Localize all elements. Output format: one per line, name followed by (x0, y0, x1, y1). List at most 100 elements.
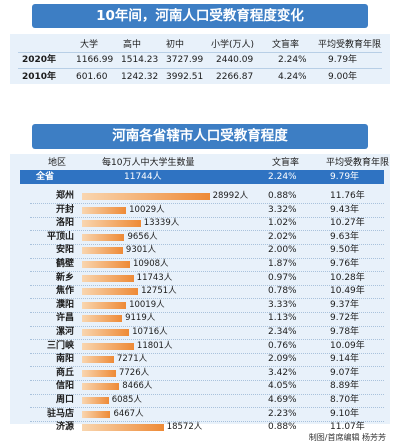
college-value-label: 7726人 (118, 367, 150, 378)
college-bar (82, 206, 127, 214)
total-name: 全省 (36, 172, 55, 182)
row-separator (30, 311, 384, 313)
region-row: 洛阳 13339人 1.02% 10.27年 (10, 217, 390, 230)
illiteracy-value: 3.32% (268, 204, 297, 215)
row-separator (30, 407, 384, 409)
region-name: 商丘 (55, 367, 74, 378)
region-name: 驻马店 (46, 408, 74, 419)
avg-years-value: 9.76年 (330, 259, 360, 269)
row-separator (30, 420, 384, 422)
total-years: 9.79年 (330, 172, 360, 182)
college-value-label: 6467人 (113, 408, 144, 419)
college-bar (82, 410, 111, 418)
avg-years-value: 9.43年 (330, 204, 360, 215)
regions-header-illiteracy: 文盲率 (272, 158, 300, 168)
region-name: 鹤壁 (55, 259, 74, 269)
region-name: 新乡 (55, 272, 74, 283)
college-bar (82, 329, 130, 336)
region-row: 南阳 7271人 2.09% 9.14年 (10, 353, 390, 366)
illiteracy-value: 0.78% (268, 286, 297, 297)
summary-cell: 1514.23 (121, 55, 159, 65)
row-separator (30, 393, 384, 395)
illiteracy-value: 4.69% (268, 395, 297, 405)
summary-cell: 601.60 (76, 72, 108, 82)
avg-years-value: 9.50年 (330, 245, 360, 256)
illiteracy-value: 2.02% (268, 231, 297, 242)
college-value-label: 10029人 (129, 204, 165, 215)
college-value-label: 9301人 (125, 245, 157, 256)
avg-years-value: 9.10年 (330, 408, 360, 419)
college-bar (82, 247, 123, 255)
row-separator (30, 339, 384, 341)
region-name: 周口 (55, 395, 74, 405)
region-row: 新乡 11743人 0.97% 10.28年 (10, 272, 390, 285)
region-row: 信阳 8466人 4.05% 8.89年 (10, 380, 390, 393)
college-bar (82, 233, 125, 241)
region-name: 许昌 (55, 313, 74, 324)
college-value-label: 11743人 (136, 272, 173, 283)
region-name: 三门峡 (46, 340, 74, 351)
summary-header-illiteracy: 文盲率 (272, 40, 300, 50)
row-separator (30, 284, 384, 286)
region-name: 信阳 (55, 381, 74, 392)
row-separator (30, 230, 384, 232)
summary-cell: 9.00年 (328, 72, 358, 82)
summary-header-row: 大学 高中 初中 小学(万人) 文盲率 平均受教育年限 (10, 37, 390, 53)
illiteracy-value: 2.34% (268, 327, 297, 337)
row-separator (30, 379, 384, 381)
college-bar (82, 315, 123, 323)
region-row: 周口 6085人 4.69% 8.70年 (10, 394, 390, 407)
avg-years-value: 10.49年 (330, 286, 365, 297)
summary-cell: 4.24% (278, 72, 307, 82)
avg-years-value: 9.78年 (330, 327, 360, 337)
college-value-label: 12751人 (141, 286, 177, 297)
row-separator (30, 325, 384, 327)
row-separator (30, 366, 384, 368)
row-separator (30, 203, 384, 205)
avg-years-value: 8.70年 (330, 395, 360, 405)
college-value-label: 10908人 (132, 259, 169, 269)
region-name: 焦作 (55, 286, 74, 297)
region-name: 济源 (55, 422, 74, 433)
regions-header-row: 地区 每10万人中大学生数量 文盲率 平均受教育年限 (10, 156, 390, 170)
summary-header-primary: 小学(万人) (211, 40, 255, 50)
illiteracy-value: 0.76% (268, 340, 297, 351)
summary-cell: 3992.51 (166, 72, 204, 82)
college-value-label: 6085人 (111, 395, 142, 405)
region-name: 南阳 (55, 354, 74, 365)
college-value-label: 8466人 (122, 381, 153, 392)
illiteracy-value: 0.88% (268, 422, 297, 433)
college-bar (82, 220, 141, 228)
summary-year: 2020年 (22, 55, 57, 65)
summary-year: 2010年 (22, 72, 57, 82)
summary-cell: 2266.87 (216, 72, 254, 82)
summary-title: 10年间，河南人口受教育程度变化 (32, 4, 368, 28)
summary-row-2010: 2010年 601.60 1242.32 3992.51 2266.87 4.2… (10, 69, 390, 85)
region-row: 郑州 28992人 0.88% 11.76年 (10, 190, 390, 203)
illiteracy-value: 4.05% (268, 381, 297, 392)
region-row: 开封 10029人 3.32% 9.43年 (10, 204, 390, 217)
illiteracy-value: 2.09% (268, 354, 297, 365)
college-value-label: 11801人 (136, 340, 173, 351)
regions-header-region: 地区 (48, 158, 67, 168)
credit-line: 制图/首席编辑 杨芳芳 (308, 433, 386, 442)
avg-years-value: 10.27年 (330, 218, 365, 229)
illiteracy-value: 0.97% (268, 272, 297, 283)
avg-years-value: 9.37年 (330, 299, 360, 310)
summary-cell: 1166.99 (76, 55, 114, 65)
row-separator (30, 298, 384, 300)
row-separator (30, 271, 384, 273)
region-row: 濮阳 10019人 3.33% 9.37年 (10, 299, 390, 312)
college-bar (82, 397, 109, 404)
summary-cell: 9.79年 (328, 55, 358, 65)
college-bar (82, 342, 134, 350)
illiteracy-value: 2.23% (268, 408, 297, 419)
region-row: 焦作 12751人 0.78% 10.49年 (10, 285, 390, 298)
region-name: 安阳 (55, 245, 74, 256)
college-bar (82, 193, 210, 200)
region-name: 濮阳 (55, 299, 74, 310)
region-row: 漯河 10716人 2.34% 9.78年 (10, 326, 390, 339)
row-separator (30, 352, 384, 354)
region-row: 三门峡 11801人 0.76% 10.09年 (10, 340, 390, 353)
region-row: 平顶山 9656人 2.02% 9.63年 (10, 231, 390, 244)
